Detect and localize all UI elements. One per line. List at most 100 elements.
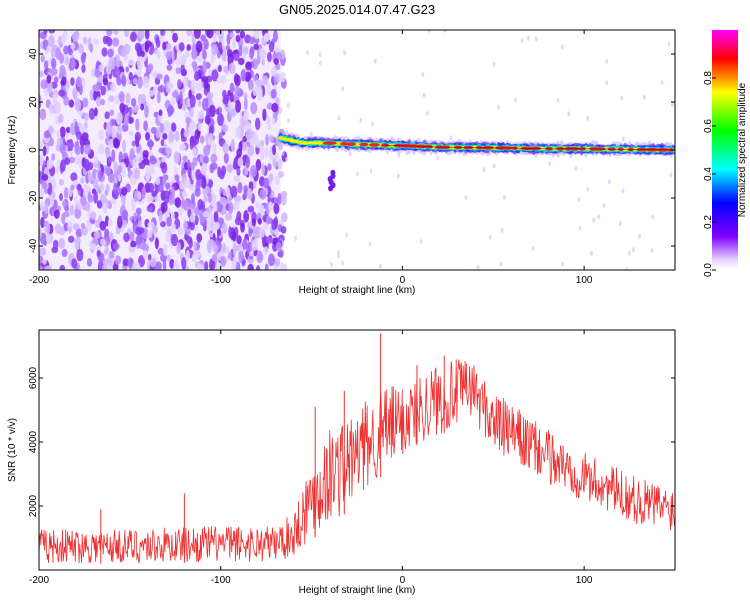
noise-speck	[101, 47, 108, 57]
noise-speck	[627, 250, 631, 256]
noise-speck	[373, 58, 377, 64]
noise-speck	[266, 51, 272, 63]
noise-speck	[116, 215, 123, 229]
noise-speck	[44, 202, 49, 215]
noise-speck	[151, 190, 158, 197]
noise-speck	[122, 152, 128, 159]
noise-speck	[67, 220, 73, 233]
noise-speck	[203, 145, 211, 157]
noise-speck	[257, 88, 263, 102]
noise-speck	[268, 41, 275, 53]
noise-speck	[556, 97, 560, 103]
noise-speck	[41, 181, 48, 190]
noise-speck	[258, 227, 265, 238]
noise-speck	[243, 210, 250, 223]
noise-speck	[96, 200, 103, 209]
noise-speck	[359, 117, 363, 123]
noise-speck	[112, 37, 120, 47]
noise-speck	[208, 132, 214, 146]
noise-speck	[133, 212, 137, 222]
noise-speck	[209, 258, 214, 270]
noise-speck	[651, 214, 655, 220]
noise-speck	[93, 231, 101, 239]
noise-speck	[345, 232, 349, 238]
noise-speck	[186, 159, 191, 169]
noise-speck	[189, 213, 196, 223]
noise-speck	[144, 166, 152, 180]
noise-speck	[189, 107, 194, 118]
noise-speck	[165, 182, 171, 190]
noise-speck	[76, 133, 81, 141]
noise-speck	[82, 184, 89, 193]
noise-speck	[586, 115, 590, 122]
noise-speck	[632, 246, 635, 253]
noise-speck	[561, 261, 564, 267]
noise-speck	[217, 41, 223, 52]
noise-speck	[222, 96, 229, 105]
noise-speck	[259, 140, 265, 147]
noise-speck	[273, 258, 281, 267]
x-tick-label: 0	[400, 275, 406, 286]
noise-speck	[70, 172, 78, 182]
noise-speck	[45, 222, 51, 235]
noise-speck	[137, 220, 143, 228]
noise-speck	[212, 32, 217, 43]
noise-speck	[63, 96, 70, 106]
noise-speck	[225, 186, 231, 198]
noise-speck	[99, 238, 106, 246]
noise-speck	[80, 195, 87, 207]
noise-speck	[443, 30, 447, 33]
noise-speck	[337, 250, 340, 256]
noise-speck	[131, 140, 137, 147]
noise-speck	[107, 48, 114, 58]
signal-peak	[359, 142, 369, 147]
noise-speck	[70, 184, 75, 191]
noise-speck	[82, 36, 88, 45]
noise-speck	[368, 241, 372, 247]
noise-speck	[189, 136, 196, 145]
noise-speck	[166, 64, 173, 71]
noise-speck	[248, 145, 255, 157]
x-tick-label: -200	[29, 575, 49, 586]
noise-speck	[207, 239, 215, 248]
noise-speck	[228, 62, 236, 75]
noise-speck	[48, 125, 54, 134]
noise-speck	[671, 102, 674, 108]
noise-speck	[277, 192, 282, 205]
noise-speck	[43, 30, 48, 35]
noise-speck	[44, 130, 51, 139]
noise-speck	[273, 30, 278, 43]
noise-speck	[204, 260, 209, 270]
colorbar-tick-label: 0.6	[703, 119, 714, 133]
noise-speck	[249, 165, 257, 178]
noise-speck	[65, 126, 71, 134]
noise-speck	[55, 47, 62, 60]
colorbar-ticks: 0.0 0.2 0.4 0.6 0.8	[703, 71, 716, 277]
noise-speck	[149, 258, 157, 268]
noise-speck	[272, 144, 276, 156]
noise-speck	[309, 131, 313, 137]
noise-speck	[161, 30, 166, 37]
y-tick-label: -20	[28, 190, 39, 205]
noise-speck	[93, 178, 98, 190]
noise-speck	[71, 31, 79, 43]
noise-speck	[268, 201, 274, 212]
noise-speck	[263, 246, 269, 255]
noise-speck	[330, 261, 333, 268]
snr-line	[39, 359, 675, 565]
noise-speck	[180, 135, 188, 143]
noise-speck	[274, 216, 279, 229]
noise-speck	[74, 121, 79, 133]
noise-speck	[129, 148, 135, 161]
noise-speck	[154, 49, 161, 57]
noise-speck	[194, 71, 200, 82]
noise-speck	[280, 212, 288, 223]
noise-speck	[64, 157, 71, 166]
noise-speck	[152, 85, 157, 96]
noise-speck	[76, 248, 84, 262]
noise-speck	[243, 92, 248, 100]
noise-speck	[242, 238, 248, 251]
noise-speck	[174, 130, 180, 142]
noise-speck	[156, 91, 161, 104]
noise-speck	[147, 230, 153, 239]
